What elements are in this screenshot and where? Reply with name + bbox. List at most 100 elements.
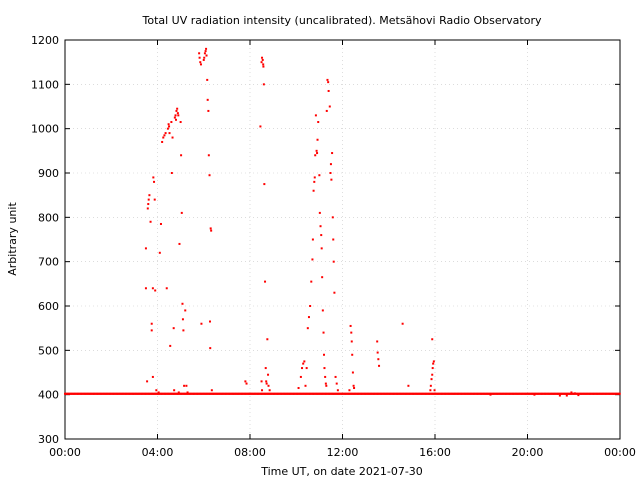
data-point: [266, 338, 269, 341]
data-point: [184, 309, 187, 312]
data-point: [204, 50, 207, 53]
y-tick-label: 800: [38, 211, 59, 224]
y-tick-label: 300: [38, 433, 59, 446]
data-point: [267, 384, 270, 387]
data-point: [173, 116, 176, 119]
data-point: [349, 324, 352, 327]
data-point: [322, 331, 325, 334]
data-point: [205, 47, 208, 50]
data-point: [301, 367, 304, 370]
x-tick-label: 08:00: [234, 446, 266, 459]
data-point: [329, 172, 332, 174]
data-point: [331, 152, 334, 155]
data-point: [334, 375, 337, 378]
data-point: [209, 227, 212, 230]
data-point: [265, 382, 268, 385]
data-point: [209, 347, 212, 350]
gridlines: [65, 40, 620, 439]
data-point: [177, 391, 180, 394]
data-point: [170, 121, 173, 124]
data-point: [153, 180, 156, 183]
data-point: [489, 393, 492, 396]
data-point: [318, 211, 321, 214]
data-point: [200, 322, 203, 325]
data-point: [203, 52, 206, 55]
data-point: [149, 220, 152, 223]
data-point: [297, 387, 300, 390]
data-point: [335, 382, 338, 385]
data-point: [261, 389, 264, 392]
data-point: [172, 327, 175, 330]
data-point: [327, 81, 330, 84]
data-point: [199, 61, 202, 64]
data-point: [324, 382, 327, 385]
axis-ticks: 00:00 04:00 08:00 12:00 16:00 20:00 00:0030040…: [31, 34, 636, 459]
data-point: [180, 211, 183, 214]
data-point: [352, 384, 355, 387]
data-point: [318, 174, 321, 177]
data-point: [320, 234, 323, 237]
data-point: [321, 309, 324, 312]
data-point: [186, 391, 189, 394]
data-point: [147, 198, 150, 201]
data-point: [429, 389, 432, 392]
data-point: [315, 149, 318, 152]
data-point: [171, 136, 174, 139]
data-point: [431, 367, 434, 370]
x-tick-label: 00:00: [49, 446, 81, 459]
data-point: [432, 360, 435, 363]
data-point: [350, 331, 353, 334]
x-tick-label: 00:00: [604, 446, 636, 459]
y-tick-label: 400: [38, 389, 59, 402]
data-point: [151, 375, 154, 378]
x-tick-label: 20:00: [512, 446, 544, 459]
y-tick-label: 600: [38, 300, 59, 313]
data-point: [182, 329, 185, 332]
data-point: [148, 194, 151, 197]
data-point: [180, 154, 183, 157]
data-point: [146, 380, 149, 383]
data-point: [348, 389, 351, 392]
data-point: [316, 138, 319, 141]
data-point: [198, 52, 201, 55]
data-point: [378, 364, 381, 367]
data-point: [316, 152, 319, 155]
data-point: [166, 127, 169, 130]
data-point: [314, 154, 317, 157]
data-point: [312, 189, 315, 192]
data-point: [175, 118, 177, 121]
y-tick-label: 1000: [31, 123, 59, 136]
data-point: [299, 375, 302, 378]
data-point: [321, 276, 324, 279]
data-point: [206, 78, 209, 81]
data-point: [147, 203, 150, 206]
y-axis-label: Arbitrary unit: [6, 202, 19, 276]
data-point: [168, 132, 171, 135]
data-point: [205, 54, 208, 57]
data-point: [324, 375, 327, 378]
data-point: [570, 391, 573, 394]
data-point: [151, 287, 154, 290]
data-point: [332, 260, 335, 263]
data-point: [573, 392, 576, 395]
data-point: [159, 222, 162, 225]
data-point: [432, 362, 435, 365]
data-point: [336, 389, 339, 392]
data-point: [259, 125, 262, 128]
data-point: [264, 367, 267, 370]
data-point: [313, 180, 316, 183]
data-point: [407, 384, 410, 387]
data-point: [162, 136, 165, 139]
data-point: [154, 289, 157, 292]
data-point: [173, 389, 176, 392]
data-point: [314, 114, 317, 117]
data-point: [333, 291, 336, 294]
data-point: [268, 389, 271, 392]
data-point: [332, 238, 335, 241]
data-point: [207, 154, 210, 157]
data-point: [264, 280, 267, 283]
data-point: [155, 389, 158, 392]
data-point: [179, 121, 182, 124]
data-point: [429, 384, 432, 387]
